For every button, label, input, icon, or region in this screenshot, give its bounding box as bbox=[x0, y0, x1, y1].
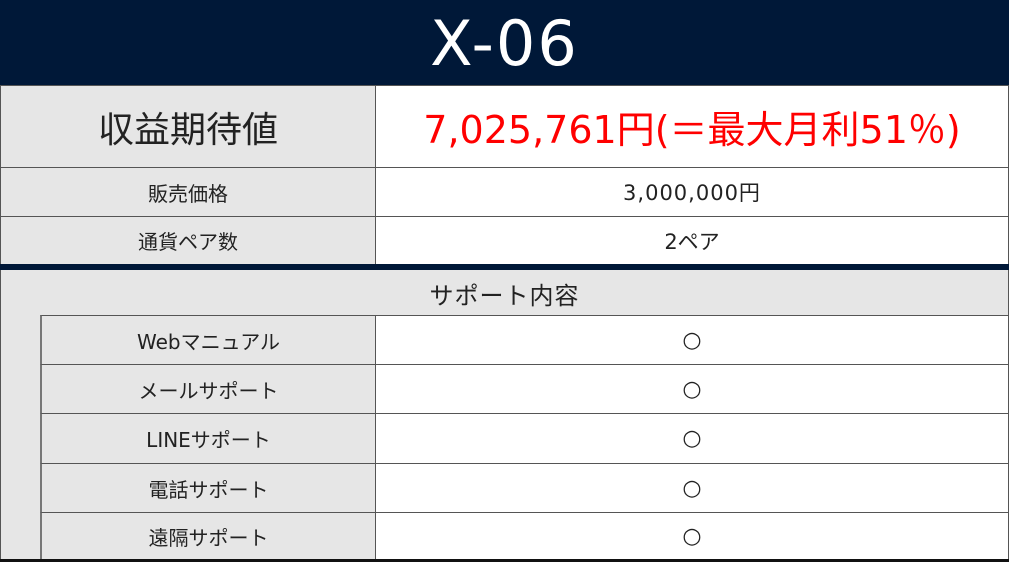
product-title: X-06 bbox=[0, 0, 1009, 86]
support-item-value: ○ bbox=[375, 463, 1009, 513]
section-divider bbox=[0, 264, 1009, 270]
support-item-label: Webマニュアル bbox=[40, 315, 376, 365]
support-heading: サポート内容 bbox=[429, 281, 580, 310]
bottom-border bbox=[0, 559, 1009, 562]
currency-pairs-label: 通貨ペア数 bbox=[0, 216, 376, 265]
support-item-value: ○ bbox=[375, 364, 1009, 414]
expected-profit-value: 7,025,761円(＝最大月利51％) bbox=[375, 85, 1009, 168]
price-value: 3,000,000円 bbox=[375, 167, 1009, 217]
expected-profit-label: 収益期待値 bbox=[0, 85, 376, 168]
support-item-value: ○ bbox=[375, 315, 1009, 365]
support-item-label: 遠隔サポート bbox=[40, 512, 376, 561]
support-item-label: LINEサポート bbox=[40, 413, 376, 464]
support-item-value: ○ bbox=[375, 413, 1009, 464]
price-label: 販売価格 bbox=[0, 167, 376, 217]
support-item-value: ○ bbox=[375, 512, 1009, 561]
support-item-label: メールサポート bbox=[40, 364, 376, 414]
currency-pairs-value: 2ペア bbox=[375, 216, 1009, 265]
support-item-label: 電話サポート bbox=[40, 463, 376, 513]
